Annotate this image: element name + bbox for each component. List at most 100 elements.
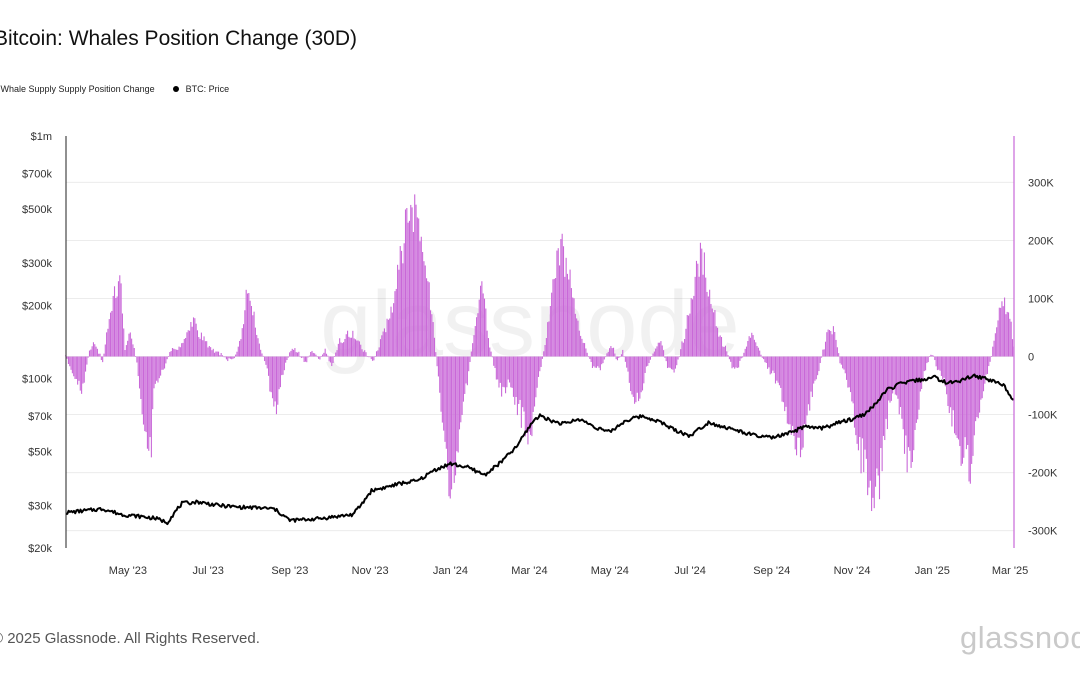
position-change-bar <box>822 349 824 357</box>
position-change-bar <box>179 347 181 357</box>
position-change-bar <box>627 356 629 372</box>
position-change-bar <box>203 336 205 357</box>
position-change-bar <box>454 356 457 476</box>
position-change-bar <box>759 350 761 357</box>
position-change-bar <box>448 356 450 497</box>
legend-item-btc-price[interactable]: BTC: Price <box>173 84 229 94</box>
position-change-bar <box>724 345 726 357</box>
position-change-bar <box>489 347 491 357</box>
position-change-bar <box>423 261 425 357</box>
position-change-bar <box>429 310 432 357</box>
position-change-bar <box>810 356 812 392</box>
position-change-bar <box>1006 311 1008 357</box>
position-change-bar <box>889 356 891 403</box>
position-change-bar <box>415 204 417 357</box>
position-change-bar <box>603 356 605 360</box>
position-change-bar <box>778 356 780 386</box>
position-change-bar <box>91 346 93 357</box>
position-change-bar <box>185 337 187 357</box>
position-change-bar <box>569 269 571 357</box>
position-change-bar <box>165 356 167 364</box>
position-change-bar <box>478 299 480 357</box>
position-change-bar <box>649 356 651 360</box>
position-change-bar <box>136 356 138 363</box>
left-axis-tick-label: $30k <box>28 500 52 512</box>
position-change-bar <box>710 303 712 357</box>
position-change-bar <box>893 356 895 388</box>
position-change-bar <box>965 356 967 450</box>
position-change-bar <box>527 356 529 445</box>
position-change-bar <box>902 356 904 430</box>
position-change-bar <box>986 356 989 374</box>
position-change-bar <box>290 350 292 357</box>
position-change-bar <box>752 335 754 357</box>
position-change-bar <box>664 356 666 358</box>
position-change-bar <box>473 335 475 357</box>
position-change-bar <box>387 319 389 357</box>
position-change-bar <box>972 356 974 456</box>
position-change-bar <box>312 352 314 357</box>
position-change-bar <box>480 285 482 357</box>
position-change-bar <box>439 356 441 393</box>
position-change-bar <box>984 356 986 384</box>
position-change-bar <box>265 356 267 365</box>
legend-item-position-change[interactable]: Whale Supply Supply Position Change <box>0 84 155 94</box>
position-change-bar <box>935 356 937 367</box>
position-change-bar <box>522 356 524 408</box>
position-change-bar <box>905 356 907 436</box>
position-change-bar <box>287 356 289 358</box>
position-change-bar <box>470 351 472 357</box>
position-change-bar <box>457 356 459 453</box>
position-change-bar <box>208 345 210 357</box>
position-change-bar <box>354 339 357 357</box>
position-change-bar <box>196 330 199 357</box>
position-change-bar <box>395 288 397 357</box>
position-change-bar <box>638 356 640 402</box>
position-change-bar <box>670 356 673 370</box>
position-change-bar <box>92 342 94 357</box>
position-change-bar <box>161 356 163 370</box>
position-change-bar <box>408 220 410 357</box>
position-change-bar <box>335 352 337 357</box>
position-change-bar <box>113 286 116 357</box>
position-change-bar <box>270 356 272 393</box>
position-change-bar <box>331 356 333 367</box>
position-change-bar <box>178 346 180 357</box>
position-change-bar <box>441 356 443 423</box>
position-change-bar <box>566 273 568 357</box>
position-change-bar <box>782 356 784 403</box>
position-change-bar <box>992 346 994 357</box>
position-change-bar <box>830 331 832 357</box>
position-change-bar <box>589 356 591 359</box>
position-change-bar <box>652 353 654 357</box>
position-change-bar <box>308 355 310 357</box>
position-change-bar <box>232 356 234 359</box>
position-change-bar <box>283 356 285 371</box>
position-change-bar <box>187 330 189 357</box>
position-change-bar <box>666 356 669 369</box>
btc-price-series <box>65 373 1015 526</box>
position-change-bar <box>198 337 200 357</box>
position-change-bar <box>918 356 920 410</box>
position-change-bar <box>864 356 866 450</box>
position-change-bar <box>486 330 488 357</box>
position-change-bar <box>418 218 420 357</box>
position-change-bar <box>350 337 353 357</box>
position-change-bar <box>559 265 561 357</box>
position-change-bar <box>894 356 896 395</box>
position-change-bar <box>327 355 329 357</box>
position-change-bar <box>898 356 900 415</box>
position-change-bar <box>951 356 953 427</box>
position-change-bar <box>138 356 141 389</box>
position-change-bar <box>946 356 948 395</box>
position-change-bar <box>90 349 92 357</box>
position-change-bar <box>776 356 778 381</box>
position-change-bar <box>494 356 496 369</box>
position-change-bar <box>598 356 600 368</box>
position-change-bar <box>644 356 646 373</box>
position-change-bar <box>482 293 484 357</box>
position-change-bar <box>481 281 483 357</box>
position-change-bar <box>665 356 667 362</box>
position-change-bar <box>491 356 493 358</box>
